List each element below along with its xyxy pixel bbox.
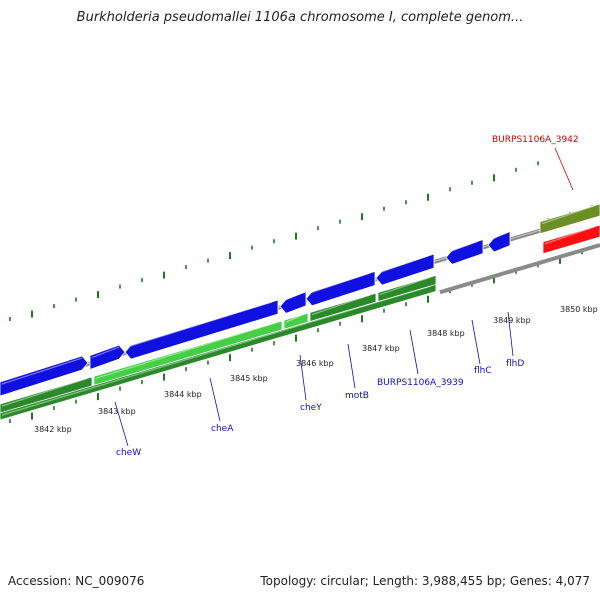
accession-text: Accession: NC_009076 [8,574,145,588]
gene-forward-cheY-shine [281,293,301,302]
map-title: Burkholderia pseudomallei 1106a chromoso… [76,10,524,25]
gene-label-motB: motB [345,391,369,401]
pointer-motB [347,343,356,389]
tick-label-6: 3848 kbp [427,329,465,338]
gene-reverse-lower [0,283,437,421]
tick-label-8: 3850 kbp [560,305,598,314]
gene-olive-right-shine [541,205,595,225]
gene-forward-flhD [487,230,511,253]
gene-forward-cheY [279,291,307,314]
pointer-cheA [209,377,221,422]
gene-label-cheY: cheY [300,403,322,413]
gene-forward-motB-shine [377,255,429,274]
pointer-flhC [471,319,481,365]
gene-reverse-motA-shine [311,294,371,316]
gene-forward-cheA-start-shine [91,346,120,359]
gene-labels: cheW cheA cheY motB BURPS1106A_3939 flhC flhD B… [116,135,579,458]
gene-highlight-BURPS1106A_3942-shine [544,226,595,245]
gene-forward-cheW-shine [1,357,83,385]
gene-reverse-cheW-shine [1,378,87,407]
gene-forward-motA [305,270,376,307]
pointer-cheY [299,354,307,401]
gene-forward-cheW [0,355,89,397]
label-pointer-lines [114,147,574,447]
gene-forward-cheA [124,299,279,360]
gene-reverse-motB-shine [379,276,431,296]
gene-forward-flhC-shine [447,240,478,253]
pointer-BURPS1106A_3942 [554,147,574,191]
tick-label-4: 3846 kbp [296,359,334,368]
gene-label-BURPS1106A_3939: BURPS1106A_3939 [377,378,464,388]
gene-forward-cheA-shine [126,301,273,348]
gene-highlight-BURPS1106A_3942 [542,224,600,255]
gene-forward-flhC [445,238,484,265]
gene-forward-flhD-shine [489,233,505,241]
gene-label-BURPS1106A_3942: BURPS1106A_3942 [492,135,579,145]
pointer-cheW [114,401,129,447]
gene-label-flhC: flhC [474,366,492,376]
pointer-BURPS1106A_3939 [409,329,419,375]
gene-reverse-lower-shine [1,285,431,416]
gene-forward-cheA-start [89,344,126,371]
topology-text: Topology: circular; Length: 3,988,455 bp… [260,574,590,588]
pointer-flhD [507,311,514,357]
gene-label-cheW: cheW [116,448,141,458]
tick-label-7: 3849 kbp [493,316,531,325]
gene-reverse-cheY-shine [285,314,303,323]
tick-label-5: 3847 kbp [362,344,400,353]
gene-label-cheA: cheA [211,424,234,434]
gene-reverse-cheA-shine [95,322,277,379]
gene-label-flhD: flhD [506,359,524,369]
tick-label-2: 3844 kbp [164,390,202,399]
tick-label-1: 3843 kbp [98,407,136,416]
gene-forward-motB [375,253,435,286]
tick-label-3: 3845 kbp [230,374,268,383]
gene-olive-right [539,203,600,235]
tick-label-0: 3842 kbp [34,425,72,434]
backbone-line-right [439,243,600,295]
gene-features [0,203,600,421]
gene-forward-motA-shine [307,272,370,295]
coordinate-tick-labels: 3842 kbp 3843 kbp 3844 kbp 3845 kbp 3846 kbp… [34,305,598,434]
